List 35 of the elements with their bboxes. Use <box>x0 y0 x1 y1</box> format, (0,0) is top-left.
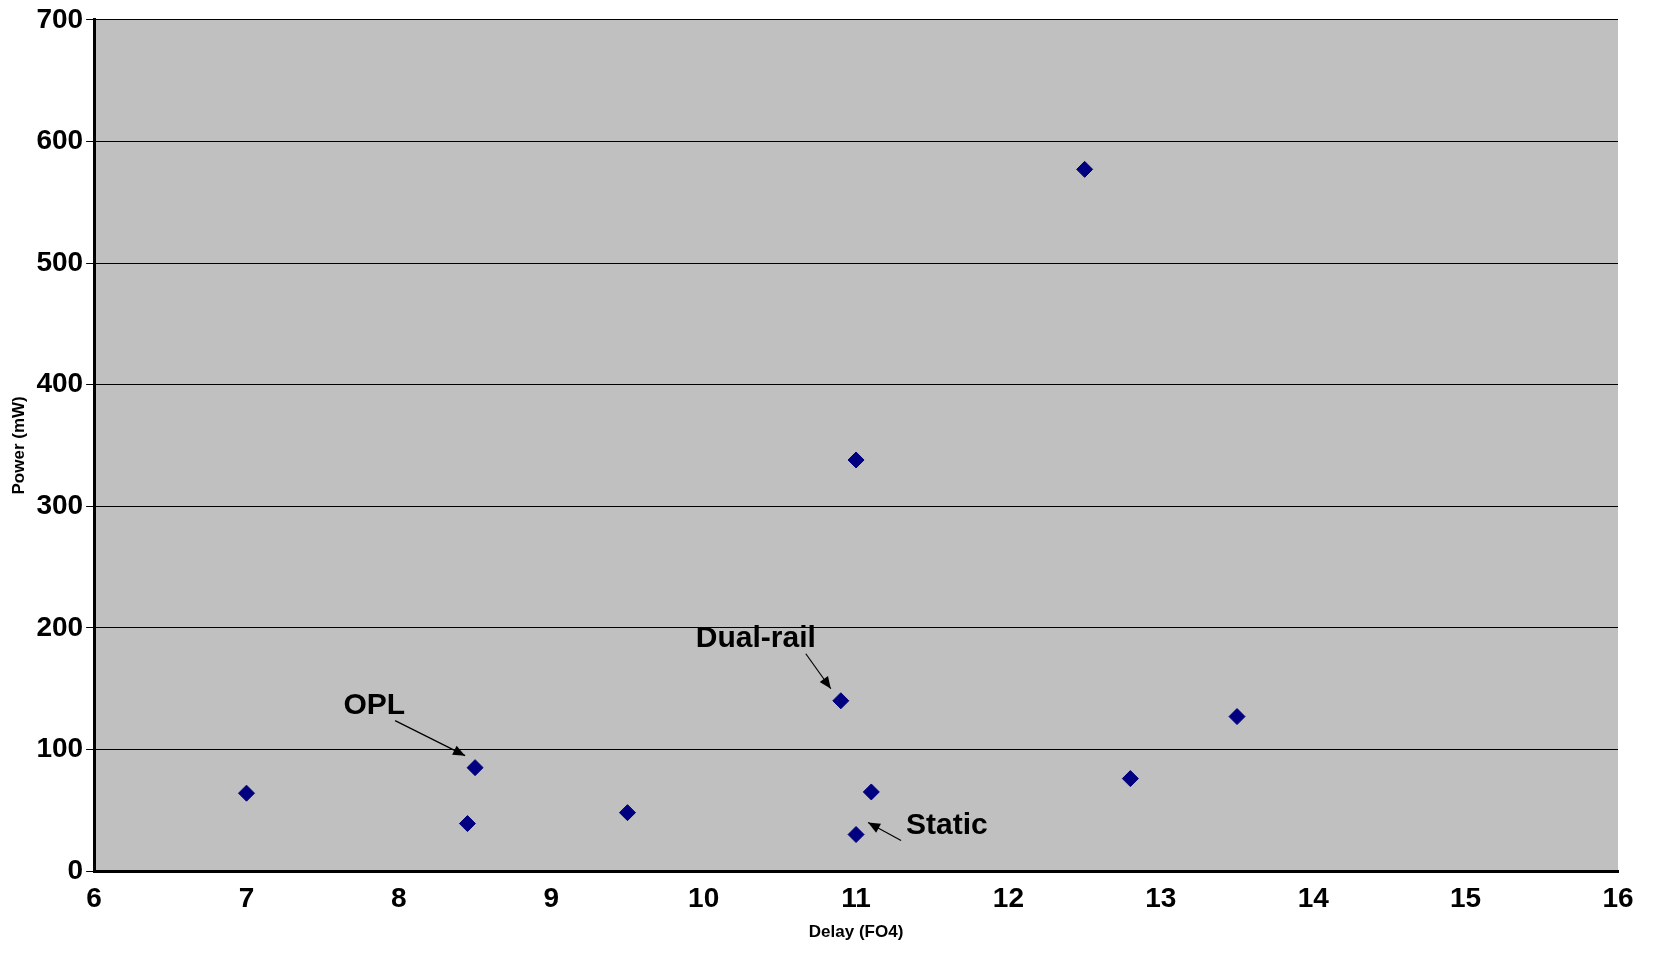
y-tick-label: 300 <box>36 488 84 520</box>
annotation: OPL <box>343 686 406 720</box>
x-tick-label: 14 <box>1297 881 1330 913</box>
point <box>847 451 865 469</box>
point <box>238 784 256 802</box>
point <box>618 804 636 822</box>
y-tick-label: 200 <box>36 610 84 642</box>
x-tick-label: 15 <box>1450 881 1482 913</box>
y-tick-label: 100 <box>36 732 84 764</box>
annotation: Dual-rail <box>695 620 816 654</box>
x-tick-label: 16 <box>1602 881 1634 913</box>
point <box>458 815 476 833</box>
point <box>832 692 850 710</box>
x-tick-label: 8 <box>391 881 407 913</box>
y-tick-label: 700 <box>36 2 84 34</box>
point <box>1228 708 1246 726</box>
y-tick-label: 600 <box>36 124 84 156</box>
y-tick-label: 500 <box>36 245 84 277</box>
x-tick-label: 9 <box>543 881 560 913</box>
y-tick-label: 0 <box>67 853 84 885</box>
x-tick-label: 6 <box>86 881 102 913</box>
x-tick-label: 10 <box>688 881 720 913</box>
point <box>466 759 484 777</box>
point <box>847 826 865 844</box>
x-tick-label: 12 <box>992 881 1025 913</box>
point <box>862 783 880 801</box>
point <box>1076 160 1094 178</box>
x-tick-label: 7 <box>238 881 255 913</box>
x-axis-title: Delay (FO4) <box>808 922 904 942</box>
x-tick-label: 11 <box>841 881 871 913</box>
y-tick-label: 400 <box>36 367 84 399</box>
x-tick-label: 13 <box>1145 881 1177 913</box>
point <box>1121 770 1139 788</box>
annotation: Static <box>906 806 988 840</box>
y-axis-title: Power (mW) <box>8 396 28 495</box>
